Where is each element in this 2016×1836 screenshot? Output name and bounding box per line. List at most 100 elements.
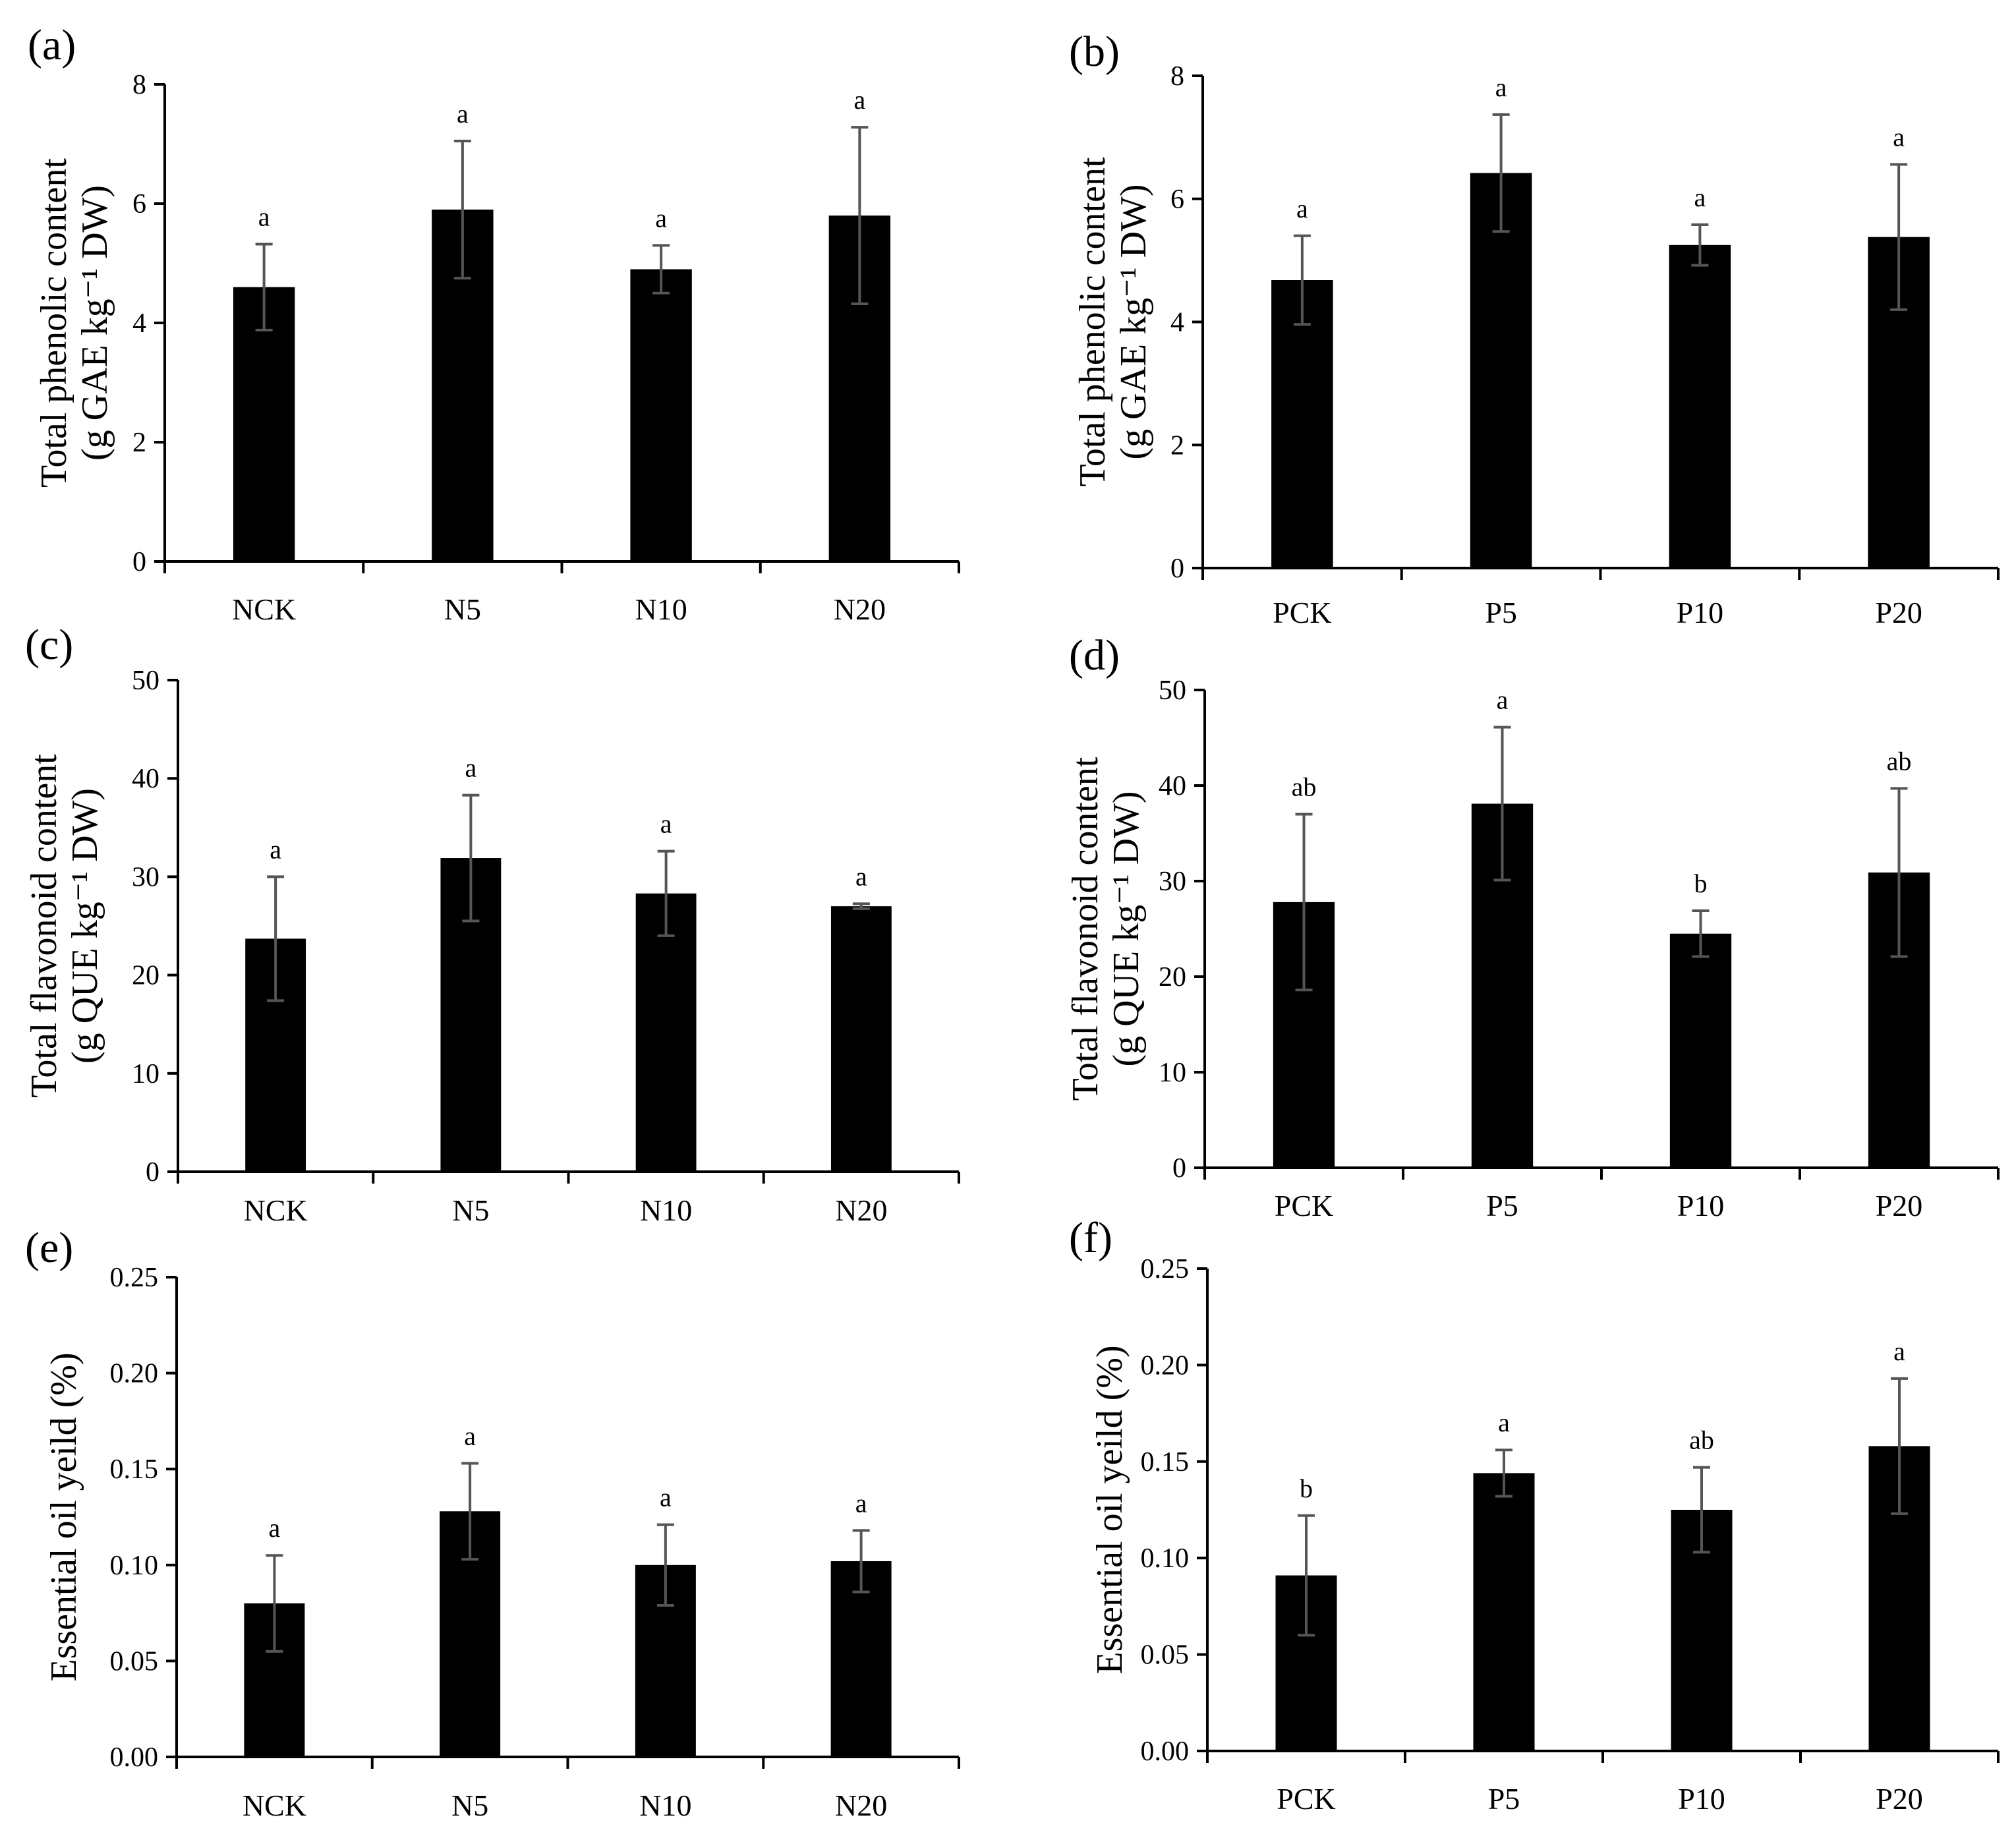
x-tick-label: PCK bbox=[1273, 596, 1331, 629]
bar-n10 bbox=[630, 269, 692, 561]
y-tick-label: 0.20 bbox=[1141, 1350, 1190, 1381]
x-tick-label: NCK bbox=[244, 1193, 308, 1227]
x-tick-label: P5 bbox=[1488, 1782, 1520, 1816]
y-tick-label: 2 bbox=[1170, 430, 1184, 461]
chart-panel-e: (e) 0.00 0.05 0.10 0.15 0.20 0.25 a NCK a N5 a N10 a N… bbox=[25, 1224, 960, 1822]
y-tick-label: 4 bbox=[1170, 308, 1184, 338]
significance-letter: a bbox=[855, 1488, 867, 1518]
significance-letter: a bbox=[1296, 194, 1308, 223]
x-tick-label: N10 bbox=[639, 1789, 691, 1822]
significance-letter: a bbox=[1497, 685, 1509, 715]
significance-letter: a bbox=[464, 1421, 476, 1450]
y-tick-label: 0.15 bbox=[110, 1454, 159, 1485]
x-tick-label: N5 bbox=[451, 1789, 488, 1822]
y-tick-label: 6 bbox=[1170, 185, 1184, 215]
chart-panel-d: (d) 0 10 20 30 40 50 ab PCK a P5 b P10 ab P20 Total fla… bbox=[1065, 631, 2000, 1222]
bar-nck bbox=[233, 287, 295, 561]
y-tick-label: 30 bbox=[1159, 867, 1186, 897]
x-tick-label: N10 bbox=[640, 1193, 692, 1227]
panel-label: (e) bbox=[25, 1224, 73, 1272]
chart-panel-c: (c) 0 10 20 30 40 50 a NCK a N5 a N10 a N20 Total flavo… bbox=[24, 621, 960, 1227]
significance-letter: a bbox=[1893, 122, 1905, 152]
chart-panel-b: (b) 0 2 4 6 8 a PCK a P5 a P10 a P20 Total phenolic co… bbox=[1069, 28, 2000, 629]
y-axis-title: Total flavonoid content bbox=[24, 754, 65, 1098]
y-tick-label: 0 bbox=[1170, 554, 1184, 584]
y-tick-label: 0.15 bbox=[1141, 1447, 1190, 1477]
chart-panel-a: (a) 0 2 4 6 8 a NCK a N5 a N10 a N20 Total phenolic co… bbox=[28, 21, 960, 626]
x-tick-label: N10 bbox=[635, 592, 687, 626]
panel-label: (c) bbox=[25, 621, 73, 669]
significance-letter: b bbox=[1694, 869, 1708, 898]
y-tick-label: 40 bbox=[132, 764, 159, 794]
x-tick-label: P20 bbox=[1876, 1782, 1923, 1816]
significance-letter: a bbox=[457, 99, 469, 129]
y-tick-label: 40 bbox=[1159, 771, 1186, 801]
x-tick-label: NCK bbox=[243, 1789, 306, 1822]
y-tick-label: 0.00 bbox=[1141, 1736, 1190, 1767]
significance-letter: b bbox=[1300, 1474, 1313, 1503]
y-tick-label: 0.25 bbox=[1141, 1254, 1190, 1284]
bar-p5 bbox=[1470, 173, 1532, 569]
x-tick-label: N20 bbox=[835, 1789, 887, 1822]
significance-letter: ab bbox=[1689, 1425, 1714, 1455]
y-tick-label: 0.10 bbox=[110, 1551, 159, 1581]
y-tick-label: 0.10 bbox=[1141, 1543, 1190, 1574]
significance-letter: a bbox=[1893, 1336, 1905, 1366]
x-tick-label: P5 bbox=[1485, 596, 1517, 629]
bar-n10 bbox=[635, 893, 697, 1172]
panel-label: (f) bbox=[1069, 1214, 1112, 1262]
significance-letter: a bbox=[465, 753, 476, 783]
x-tick-label: PCK bbox=[1277, 1782, 1335, 1816]
x-tick-label: N20 bbox=[835, 1193, 887, 1227]
y-tick-label: 2 bbox=[132, 428, 146, 458]
y-tick-label: 0 bbox=[132, 547, 146, 577]
significance-letter: a bbox=[655, 203, 667, 233]
y-tick-label: 0.05 bbox=[110, 1646, 159, 1677]
y-tick-label: 0.25 bbox=[110, 1263, 159, 1293]
bar-p10 bbox=[1669, 933, 1732, 1168]
y-tick-label: 30 bbox=[132, 862, 159, 892]
y-axis-title: (g QUE kg⁻¹ DW) bbox=[1106, 791, 1147, 1066]
significance-letter: ab bbox=[1887, 746, 1912, 776]
bar-p5 bbox=[1473, 1473, 1535, 1751]
x-tick-label: PCK bbox=[1275, 1189, 1333, 1222]
y-axis-title: Total phenolic content bbox=[1072, 157, 1113, 486]
y-axis-title: Total phenolic content bbox=[34, 158, 74, 488]
significance-letter: a bbox=[660, 809, 672, 839]
x-tick-label: N5 bbox=[444, 592, 481, 626]
y-axis-title: Total flavonoid content bbox=[1065, 757, 1106, 1101]
x-tick-label: N20 bbox=[834, 592, 886, 626]
bar-p10 bbox=[1669, 244, 1731, 568]
y-axis-title: (g QUE kg⁻¹ DW) bbox=[65, 788, 105, 1064]
chart-panel-f: (f) 0.00 0.05 0.10 0.15 0.20 0.25 b PCK a P5 ab P10 a… bbox=[1069, 1214, 2000, 1816]
significance-letter: a bbox=[660, 1483, 672, 1512]
significance-letter: a bbox=[855, 861, 867, 891]
y-tick-label: 10 bbox=[1159, 1058, 1186, 1088]
y-tick-label: 6 bbox=[132, 189, 146, 219]
y-tick-label: 0.05 bbox=[1141, 1640, 1190, 1671]
y-axis-title: (g GAE kg⁻¹ DW) bbox=[1113, 184, 1154, 459]
bar-pck bbox=[1271, 280, 1333, 568]
significance-letter: a bbox=[853, 85, 865, 115]
y-tick-label: 0.20 bbox=[110, 1359, 159, 1389]
y-tick-label: 10 bbox=[132, 1059, 159, 1089]
y-tick-label: 8 bbox=[132, 70, 146, 100]
x-tick-label: P5 bbox=[1486, 1189, 1518, 1222]
bar-n20 bbox=[830, 906, 892, 1172]
y-axis-title: Essential oil yeild (%) bbox=[43, 1352, 84, 1681]
x-tick-label: P20 bbox=[1876, 1189, 1923, 1222]
y-tick-label: 0.00 bbox=[110, 1742, 159, 1773]
y-axis-title: Essential oil yeild (%) bbox=[1089, 1345, 1130, 1674]
y-tick-label: 50 bbox=[1159, 675, 1186, 706]
significance-letter: a bbox=[270, 834, 281, 864]
significance-letter: a bbox=[268, 1513, 280, 1543]
y-tick-label: 0 bbox=[146, 1157, 159, 1188]
panel-label: (d) bbox=[1069, 631, 1120, 679]
y-tick-label: 50 bbox=[132, 666, 159, 696]
significance-letter: a bbox=[1495, 72, 1507, 102]
x-tick-label: N5 bbox=[452, 1193, 489, 1227]
x-tick-label: P10 bbox=[1678, 1782, 1725, 1816]
panel-label: (a) bbox=[28, 21, 76, 69]
y-tick-label: 20 bbox=[132, 961, 159, 991]
